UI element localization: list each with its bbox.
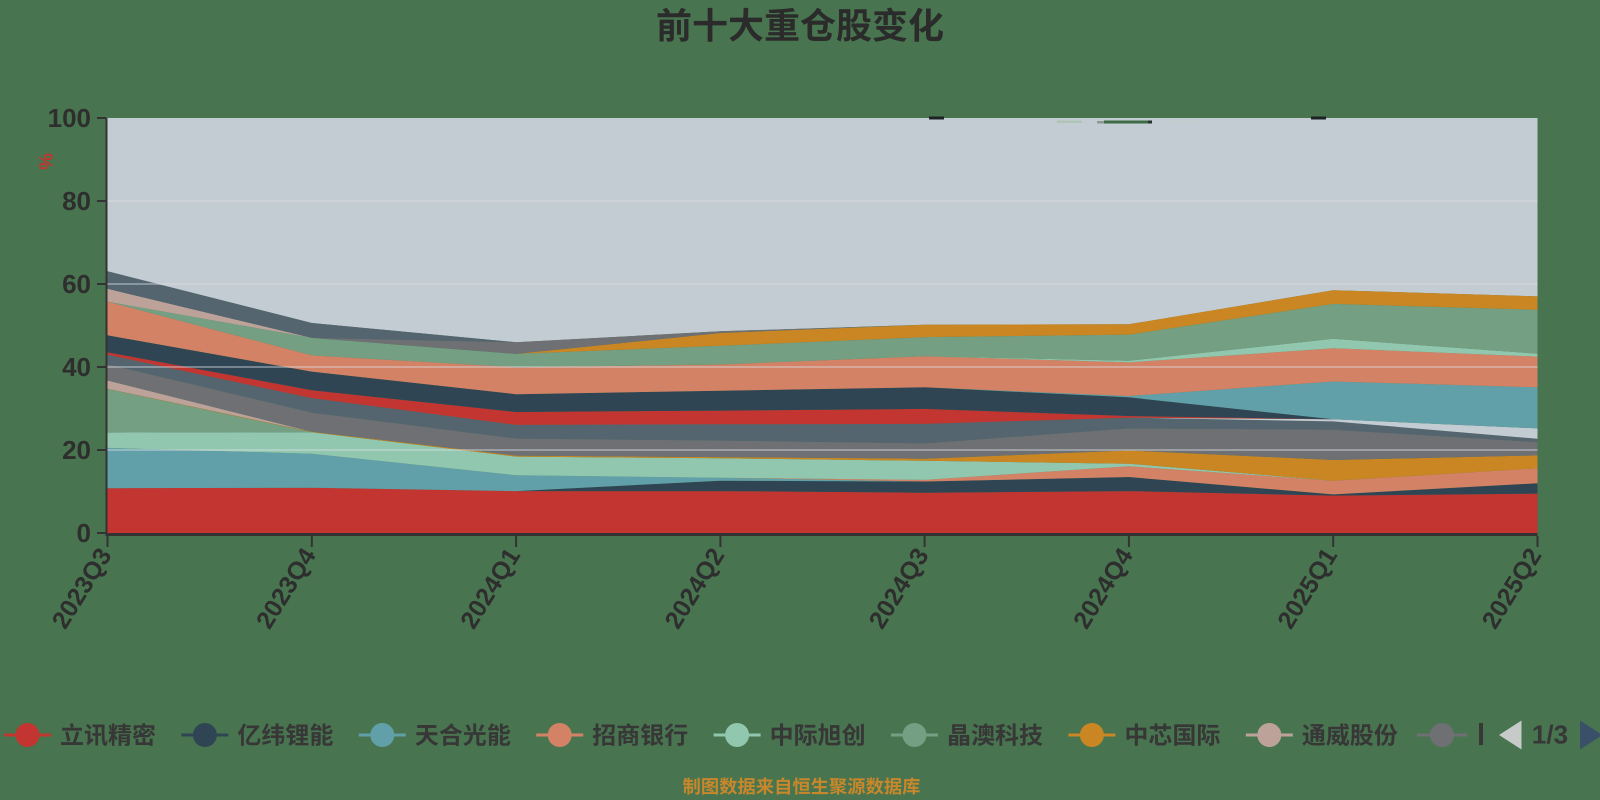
svg-text:1/3: 1/3 xyxy=(1532,720,1568,750)
svg-text:20: 20 xyxy=(62,435,91,465)
svg-text:%: % xyxy=(34,153,55,170)
svg-text:60: 60 xyxy=(62,269,91,299)
svg-text:100: 100 xyxy=(48,103,91,133)
svg-text:40: 40 xyxy=(62,352,91,382)
svg-text:0: 0 xyxy=(77,518,91,548)
svg-text:80: 80 xyxy=(62,186,91,216)
